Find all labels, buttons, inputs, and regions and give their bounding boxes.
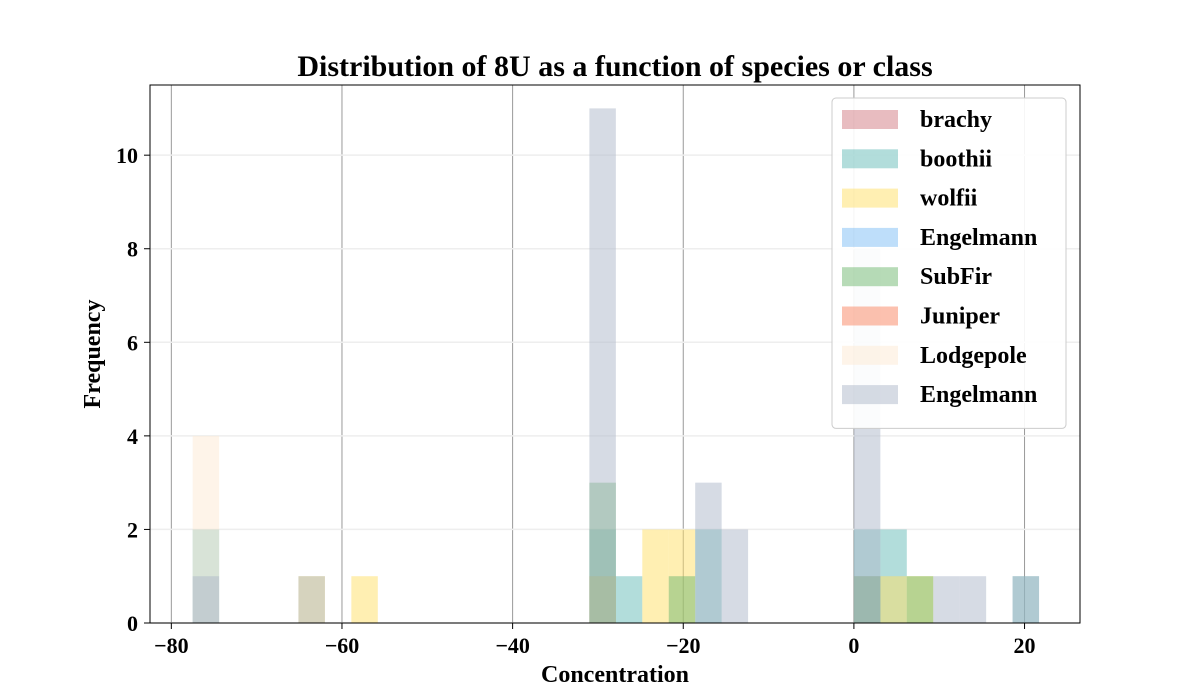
x-tick-label: 20 [1014, 633, 1036, 658]
legend-item: Lodgepole [842, 343, 1027, 369]
legend-label: Lodgepole [920, 343, 1027, 369]
chart-title: Distribution of 8U as a function of spec… [297, 50, 932, 83]
legend-label: SubFir [920, 264, 992, 290]
x-axis-ticks: −80 −60 −40 −20 0 20 [154, 623, 1036, 658]
histogram-bar [906, 576, 934, 623]
x-tick-label: −80 [154, 633, 189, 658]
histogram-bar [615, 576, 643, 623]
histogram-bar [721, 529, 749, 623]
histogram-bar [695, 482, 722, 623]
histogram-bar [298, 576, 325, 623]
x-tick-label: −60 [325, 633, 360, 658]
y-tick-label: 8 [127, 237, 138, 262]
histogram-bar [959, 576, 987, 623]
x-tick-label: 0 [848, 633, 859, 658]
legend-swatch [842, 345, 898, 365]
legend-swatch [842, 306, 898, 326]
histogram-bar [668, 576, 696, 623]
legend-swatch [842, 188, 898, 208]
legend-label: boothii [920, 146, 992, 172]
legend-swatch [842, 110, 898, 129]
legend-item: SubFir [842, 264, 992, 290]
legend-label: Juniper [920, 304, 1000, 330]
legend-item: Engelmann [842, 382, 1037, 408]
y-axis-ticks: 0 2 4 6 8 10 [116, 143, 150, 636]
histogram-bar [1012, 576, 1040, 623]
legend-label: Engelmann [920, 225, 1037, 251]
histogram-bar [880, 576, 907, 623]
histogram-bar [589, 108, 616, 624]
legend-label: wolfii [920, 186, 978, 212]
legend-swatch [842, 267, 898, 287]
legend-swatch [842, 385, 898, 405]
legend-item: Engelmann [842, 225, 1037, 251]
histogram-bar [351, 576, 378, 623]
legend-swatch [842, 227, 898, 247]
y-tick-label: 4 [127, 424, 138, 449]
legend-item: boothii [842, 146, 992, 172]
histogram-bar [192, 576, 220, 623]
legend: brachy boothii wolfii Engelmann SubFir Junipe… [831, 97, 1067, 429]
legend-item: Juniper [842, 304, 1000, 330]
legend-swatch [842, 149, 898, 169]
x-tick-label: −20 [666, 633, 701, 658]
y-axis-label: Frequency [80, 300, 106, 409]
histogram-bar [642, 529, 669, 623]
y-tick-label: 0 [127, 611, 138, 636]
y-tick-label: 2 [127, 517, 138, 542]
x-tick-label: −40 [495, 633, 530, 658]
plot-frame [149, 84, 1081, 624]
legend-item: wolfii [842, 186, 978, 212]
legend-label: brachy [920, 107, 992, 133]
legend-label: Engelmann [920, 382, 1037, 408]
histogram-bars [192, 108, 1040, 624]
histogram-bar [933, 576, 960, 623]
legend-item: brachy [842, 107, 992, 133]
y-tick-label: 10 [116, 143, 138, 168]
x-axis-label: Concentration [541, 662, 689, 688]
y-tick-label: 6 [127, 330, 138, 355]
